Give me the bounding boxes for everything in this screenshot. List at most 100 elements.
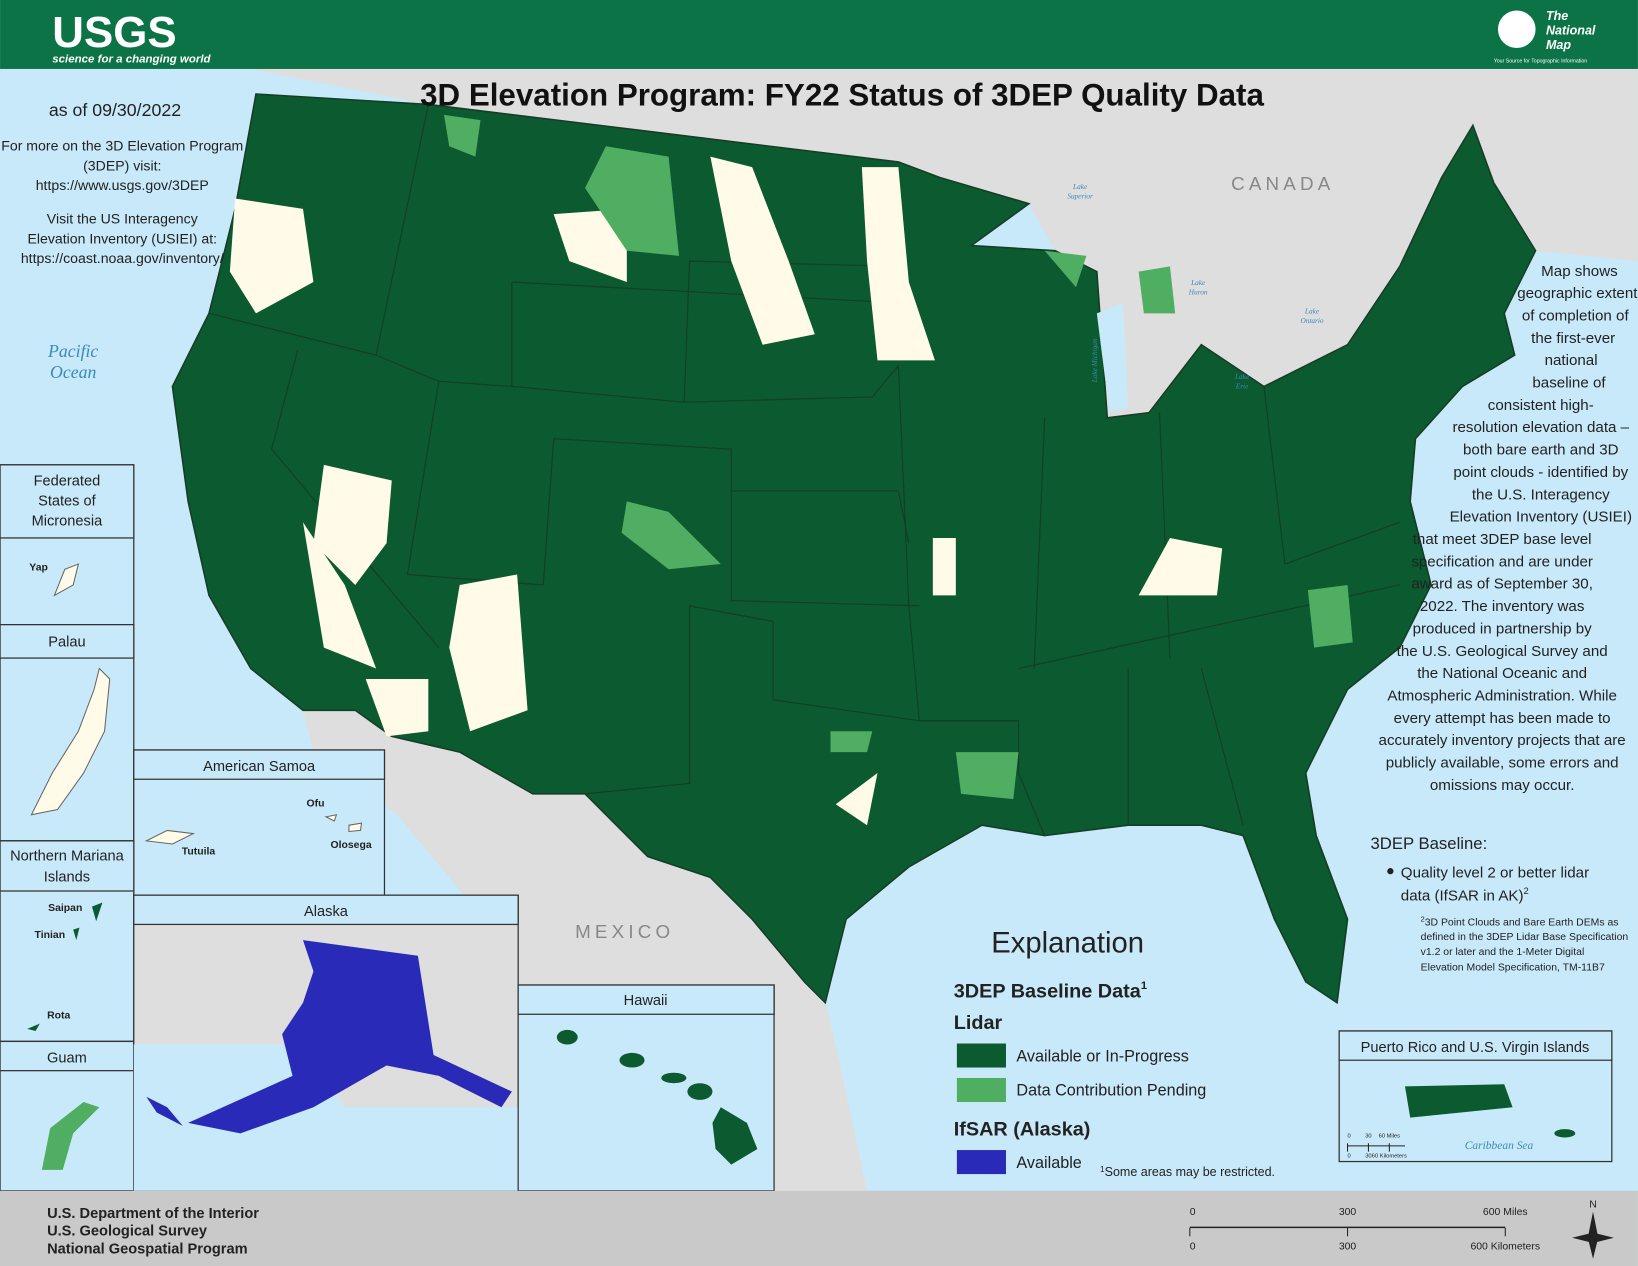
aleutians [146, 1096, 183, 1127]
north-arrow [1572, 1211, 1614, 1259]
inset-frame [0, 624, 135, 842]
link-text: For more on the 3D Elevation Program [1, 137, 243, 153]
ocean-label: Pacific [47, 341, 98, 361]
idaho-pending [444, 114, 481, 157]
scale-label: 60 Kilometers [1372, 1153, 1407, 1159]
place-label: Saipan [48, 903, 82, 914]
description-line: Map shows [1541, 263, 1618, 280]
description-line: Elevation Inventory (USIEI) [1450, 509, 1632, 526]
inset-title: Hawaii [624, 993, 668, 1009]
island [27, 902, 103, 1031]
legend-note: 1Some areas may be restricted. [1100, 1164, 1275, 1179]
nc-pending [1307, 584, 1353, 648]
baseline-item: data (IfSAR in AK)2 [1401, 885, 1529, 904]
ocean-label: Ocean [50, 362, 96, 382]
description-line: the U.S. Geological Survey and [1397, 643, 1608, 660]
oregon-gap [229, 198, 314, 314]
description-line: the National Oceanic and [1417, 665, 1587, 682]
no-data-areas [229, 156, 1223, 826]
place-label: Tutuila [182, 846, 216, 857]
description-line: 2022. The inventory was [1420, 598, 1585, 615]
inset-title: Federated [34, 474, 101, 490]
description-line: resolution elevation data – [1452, 419, 1629, 436]
note-line: defined in the 3DEP Lidar Base Specifica… [1421, 932, 1629, 943]
inset-header [0, 464, 135, 539]
inset-title: States of [38, 494, 97, 510]
inset-header [0, 1040, 135, 1072]
description-line: omissions may occur. [1430, 777, 1575, 794]
inset-title: Northern Mariana [10, 849, 125, 865]
texas-pending [830, 731, 873, 753]
legend-label: Available or In-Progress [1016, 1047, 1188, 1065]
tnm-line: National [1546, 23, 1596, 37]
pr-scale: 0 0 30 30 60 Miles 60 Kilometers [1347, 1134, 1407, 1159]
scale-label: 0 [1348, 1134, 1351, 1140]
inset-header [133, 894, 519, 926]
note-line: 3D Point Clouds and Bare Earth DEMs as [1425, 917, 1619, 928]
inset-header [1338, 1030, 1613, 1061]
description-line: every attempt has been made to [1394, 710, 1611, 727]
legend-label: Data Contribution Pending [1016, 1082, 1206, 1100]
legend-label: Available [1016, 1154, 1081, 1172]
lake-label: Lake Michigan [1090, 338, 1099, 383]
inset-title: American Samoa [203, 759, 316, 775]
hawaii-islands [556, 1029, 758, 1165]
missouri-gap [932, 537, 956, 596]
description-line: consistent high- [1488, 397, 1594, 414]
inset-title: Puerto Rico and U.S. Virgin Islands [1361, 1040, 1590, 1056]
place-label: Tinian [35, 930, 66, 941]
island [661, 1072, 687, 1084]
place-label: Olosega [330, 840, 371, 851]
kentucky-gap [1138, 537, 1223, 596]
description: Map shows geographic extent of completion … [1379, 263, 1638, 794]
link-text: Visit the US Interagency [47, 211, 199, 227]
footnote-mark: 2 [1524, 885, 1529, 896]
baseline-item: Quality level 2 or better lidar [1401, 864, 1589, 881]
footer-scale: 0 0 300 300 600 Miles 600 Kilometers [1189, 1207, 1540, 1252]
note-line: 23D Point Clouds and Bare Earth DEMs as [1421, 914, 1619, 928]
description-line: Atmospheric Administration. While [1387, 687, 1616, 704]
description-line: point clouds - identified by [1453, 464, 1628, 481]
baseline-item: data (IfSAR in AK) [1401, 887, 1524, 904]
dakota-gap [710, 156, 815, 345]
baseline-note: 23D Point Clouds and Bare Earth DEMs as d… [1421, 914, 1629, 973]
scale-label: 0 [1190, 1241, 1196, 1252]
alaska-water [133, 1044, 519, 1191]
description-line: specification and are under [1411, 553, 1593, 570]
inset-header [0, 624, 135, 659]
inset-header [0, 840, 135, 892]
scale-label: 300 [1339, 1207, 1357, 1218]
tnm-logo [1497, 10, 1536, 49]
place-label: Rota [47, 1010, 70, 1021]
legend-group: IfSAR (Alaska) [954, 1118, 1091, 1140]
puerto-rico [1404, 1084, 1513, 1118]
inset-title: Alaska [304, 904, 349, 920]
link-text: (3DEP) visit: [83, 157, 161, 173]
island [619, 1052, 645, 1068]
description-line: of completion of [1522, 307, 1630, 324]
island [556, 1029, 578, 1045]
conus [171, 93, 1537, 1005]
place-label: Ofu [307, 798, 325, 809]
legend-swatch [956, 1077, 1006, 1103]
island [687, 1083, 713, 1100]
agency-line: U.S. Geological Survey [47, 1224, 208, 1240]
inset-title: Guam [47, 1050, 87, 1066]
scale-label: 0 [1348, 1153, 1351, 1159]
scale-label: 30 [1365, 1134, 1371, 1140]
description-line: that meet 3DEP base level [1413, 531, 1592, 548]
country-label: MEXICO [575, 921, 674, 942]
california-gap [302, 522, 377, 669]
island [30, 667, 111, 816]
lake-label: Lake [1234, 372, 1250, 381]
minnesota-gap [861, 167, 935, 361]
inset-header [133, 749, 386, 780]
legend: Lidar Available or In-Progress Data Contri… [954, 1012, 1206, 1175]
description-line: publicly available, some errors and [1386, 755, 1619, 772]
tnm-tagline: Your Source for Topographic Information [1494, 59, 1588, 65]
tnm-line: The [1546, 9, 1568, 23]
louisiana-pending [955, 752, 1019, 800]
bullet [1387, 868, 1394, 875]
inset-title: Palau [48, 635, 85, 651]
